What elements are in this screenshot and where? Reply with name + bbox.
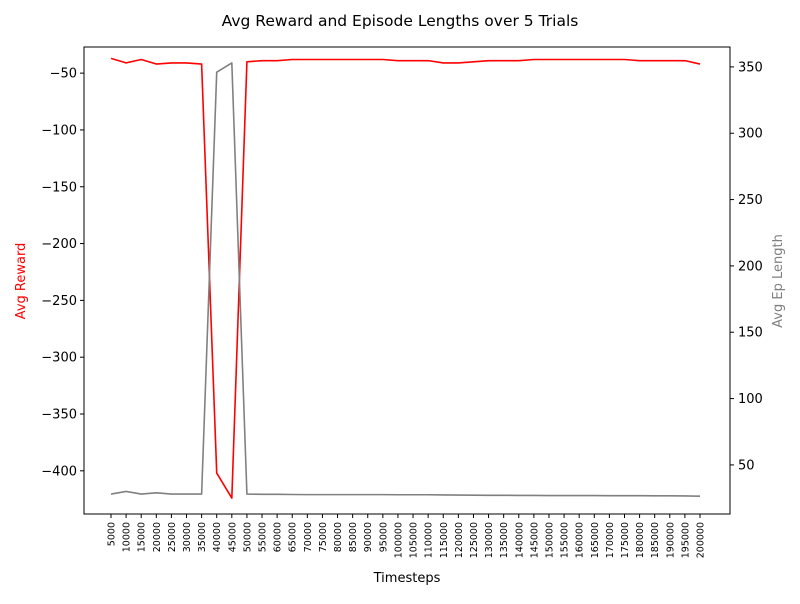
left-y-tick-label: −100	[41, 123, 77, 138]
x-tick-label: 85000	[348, 522, 359, 552]
x-tick-label: 60000	[273, 522, 284, 552]
x-tick-label: 135000	[499, 522, 510, 558]
x-tick-label: 95000	[378, 522, 389, 552]
x-tick-label: 55000	[258, 522, 269, 552]
left-y-tick-label: −350	[41, 408, 77, 423]
right-y-tick-label: 250	[738, 193, 763, 208]
x-tick-label: 40000	[212, 522, 223, 552]
x-tick-label: 75000	[318, 522, 329, 552]
x-tick-label: 130000	[484, 522, 495, 558]
plot-lines	[110, 57, 701, 499]
right-y-tick-label: 50	[738, 458, 755, 473]
x-tick-label: 110000	[424, 522, 435, 558]
x-tick-label: 45000	[227, 522, 238, 552]
series-line-reward	[110, 57, 701, 499]
left-y-tick-label: −200	[41, 237, 77, 252]
x-tick-label: 70000	[303, 522, 314, 552]
x-tick-label: 80000	[333, 522, 344, 552]
left-y-tick-label: −300	[41, 351, 77, 366]
x-tick-label: 120000	[454, 522, 465, 558]
chart-title: Avg Reward and Episode Lengths over 5 Tr…	[222, 12, 579, 30]
x-axis-title: Timesteps	[373, 571, 441, 586]
x-tick-label: 200000	[696, 522, 707, 558]
x-tick-label: 145000	[529, 522, 540, 558]
right-y-axis: 50 100 150 200 250 300 350	[730, 60, 763, 473]
x-tick-label: 165000	[590, 522, 601, 558]
right-y-tick-label: 350	[738, 60, 763, 75]
x-tick-label: 20000	[152, 522, 163, 552]
right-y-tick-label: 200	[738, 259, 763, 274]
right-y-axis-title: Avg Ep Length	[771, 234, 786, 328]
x-tick-label: 150000	[544, 522, 555, 558]
x-tick-label: 90000	[363, 522, 374, 552]
x-tick-label: 160000	[575, 522, 586, 558]
right-y-tick-label: 300	[738, 127, 763, 142]
x-axis: 5000 10000 15000 20000 25000 30000 35000 40000 4…	[107, 514, 707, 558]
plot-frame	[83, 46, 731, 515]
x-tick-label: 10000	[122, 522, 133, 552]
right-y-tick-label: 150	[738, 326, 763, 341]
x-tick-label: 125000	[469, 522, 480, 558]
x-tick-label: 105000	[409, 522, 420, 558]
x-tick-label: 180000	[635, 522, 646, 558]
x-tick-label: 65000	[288, 522, 299, 552]
series-line-ep-length	[110, 62, 701, 498]
x-tick-label: 190000	[665, 522, 676, 558]
x-tick-label: 25000	[167, 522, 178, 552]
left-y-tick-label: −150	[41, 180, 77, 195]
x-tick-label: 5000	[107, 522, 118, 546]
x-tick-label: 35000	[197, 522, 208, 552]
x-tick-label: 195000	[680, 522, 691, 558]
x-tick-label: 115000	[439, 522, 450, 558]
x-tick-label: 30000	[182, 522, 193, 552]
x-tick-label: 140000	[514, 522, 525, 558]
left-y-tick-label: −50	[50, 67, 77, 82]
left-y-tick-label: −250	[41, 294, 77, 309]
x-tick-label: 50000	[242, 522, 253, 552]
left-y-axis-title: Avg Reward	[14, 243, 29, 320]
x-tick-label: 15000	[137, 522, 148, 552]
right-y-tick-label: 100	[738, 392, 763, 407]
x-tick-label: 170000	[605, 522, 616, 558]
left-y-tick-label: −400	[41, 464, 77, 479]
x-tick-label: 100000	[393, 522, 404, 558]
x-tick-label: 175000	[620, 522, 631, 558]
x-tick-label: 155000	[560, 522, 571, 558]
left-y-axis: −50 −100 −150 −200 −250 −300 −350 −400	[41, 67, 84, 479]
x-tick-label: 185000	[650, 522, 661, 558]
